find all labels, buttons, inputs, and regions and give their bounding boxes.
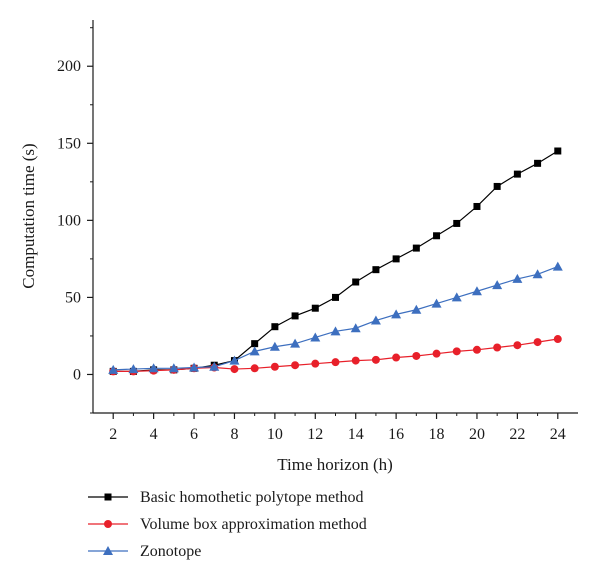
data-point — [310, 332, 321, 342]
data-point — [350, 323, 361, 333]
x-tick-label: 10 — [267, 426, 283, 443]
x-tick-label: 8 — [230, 426, 238, 443]
data-point — [431, 298, 442, 308]
data-point — [311, 304, 319, 312]
x-axis-title: Time horizon (h) — [277, 455, 393, 474]
data-point — [351, 356, 360, 365]
data-point — [229, 355, 240, 365]
legend-item: Volume box approximation method — [88, 516, 367, 533]
data-point — [250, 364, 259, 373]
y-axis-title: Computation time (s) — [19, 143, 38, 288]
series-line — [113, 150, 559, 372]
data-point — [251, 340, 259, 348]
data-point — [553, 335, 562, 344]
series-line — [113, 266, 559, 371]
data-point — [451, 292, 462, 302]
data-point — [330, 326, 341, 336]
data-point — [493, 343, 502, 352]
y-tick-label: 200 — [57, 58, 81, 75]
legend-label: Volume box approximation method — [140, 516, 367, 533]
data-point — [331, 358, 340, 367]
data-point — [433, 232, 441, 240]
data-point — [290, 338, 301, 348]
legend-marker — [104, 520, 112, 528]
data-point — [412, 244, 420, 252]
y-tick-label: 50 — [65, 289, 81, 306]
data-point — [513, 341, 522, 350]
data-point — [492, 280, 503, 290]
data-point — [472, 345, 481, 354]
data-point — [532, 269, 543, 279]
data-point — [533, 338, 542, 347]
data-point — [270, 362, 279, 371]
data-point — [392, 255, 400, 263]
data-point — [453, 219, 461, 227]
x-tick-label: 14 — [348, 426, 364, 443]
data-point — [332, 293, 339, 301]
data-point — [512, 273, 523, 283]
y-tick-label: 0 — [73, 366, 81, 383]
data-point — [108, 364, 119, 374]
x-tick-label: 4 — [150, 426, 158, 443]
series-1 — [109, 147, 562, 375]
x-tick-label: 2 — [109, 426, 117, 443]
data-point — [230, 365, 239, 374]
data-point — [311, 359, 320, 368]
data-point — [391, 309, 402, 319]
data-point — [291, 312, 299, 320]
legend-marker — [104, 493, 112, 501]
x-tick-label: 12 — [307, 426, 323, 443]
data-point — [513, 170, 521, 178]
data-point — [372, 266, 380, 274]
data-point — [352, 278, 360, 286]
series-line — [113, 338, 558, 372]
y-tick-label: 150 — [57, 135, 81, 152]
data-point — [370, 315, 381, 325]
x-axis-ticks: 2 4 6 8 10 12 14 16 18 20 22 24 — [109, 413, 566, 443]
x-tick-label: 16 — [388, 426, 404, 443]
data-point — [411, 304, 422, 314]
data-point — [554, 147, 562, 155]
data-point — [552, 261, 563, 271]
x-tick-label: 18 — [429, 426, 445, 443]
y-axis-ticks: 0 50 100 150 200 — [57, 27, 93, 414]
x-tick-label: 22 — [509, 426, 525, 443]
data-point — [148, 363, 159, 373]
legend-label: Zonotope — [140, 543, 201, 560]
data-point — [412, 351, 421, 360]
data-point — [271, 323, 279, 331]
data-point — [473, 202, 481, 210]
data-point — [209, 361, 220, 371]
data-point — [168, 363, 179, 373]
x-tick-label: 24 — [550, 426, 566, 443]
data-point — [249, 346, 260, 356]
data-point — [371, 355, 380, 364]
legend-label: Basic homothetic polytope method — [140, 489, 364, 506]
legend: Basic homothetic polytope method Volume b… — [88, 489, 367, 560]
y-tick-label: 100 — [57, 212, 81, 229]
legend-item: Basic homothetic polytope method — [88, 489, 364, 506]
x-tick-label: 6 — [190, 426, 198, 443]
series-layer — [108, 147, 563, 376]
x-tick-label: 20 — [469, 426, 485, 443]
data-point — [534, 159, 542, 167]
legend-item: Zonotope — [88, 543, 201, 560]
data-point — [269, 341, 280, 351]
data-point — [452, 347, 461, 356]
data-point — [392, 353, 401, 362]
data-point — [189, 362, 200, 372]
data-point — [471, 286, 482, 296]
data-point — [493, 182, 501, 190]
data-point — [432, 349, 441, 358]
data-point — [128, 364, 139, 374]
series-3 — [108, 261, 563, 374]
data-point — [291, 361, 300, 370]
legend-marker — [103, 546, 113, 555]
